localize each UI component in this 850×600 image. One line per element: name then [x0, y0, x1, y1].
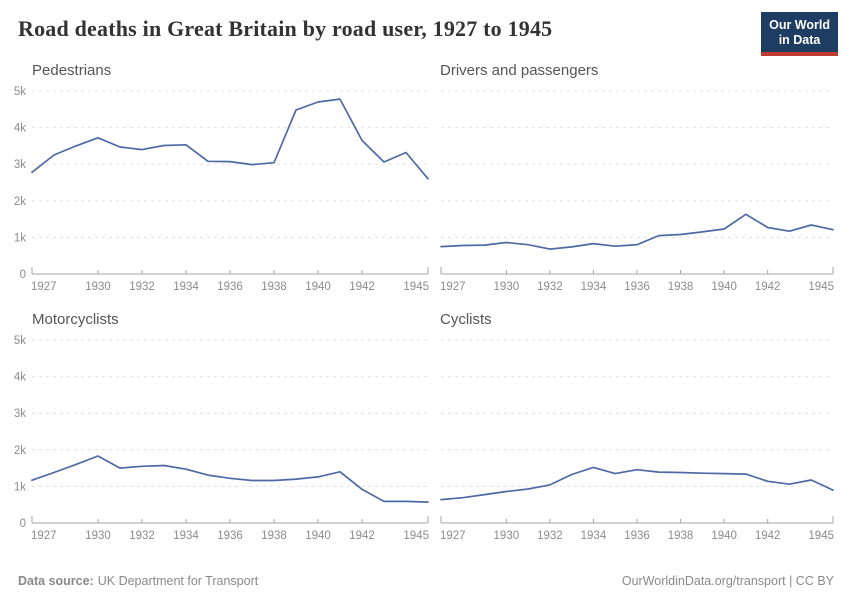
x-tick-label: 1942	[349, 530, 375, 542]
x-tick-label: 1938	[261, 281, 287, 293]
x-tick-label: 1930	[494, 281, 520, 293]
x-tick-label: 1932	[129, 281, 155, 293]
y-tick-label: 5k	[14, 86, 26, 98]
facet-title-drivers-passengers: Drivers and passengers	[440, 62, 599, 79]
drivers-passengers-line-chart[interactable]: 1927 1930 1932 1934 1936 1938 1940 1942 1945	[440, 83, 836, 301]
x-tick-label: 1932	[537, 530, 563, 542]
attribution-separator: |	[785, 574, 796, 588]
x-tick-label: 1932	[129, 530, 155, 542]
y-tick-label: 0	[20, 518, 26, 530]
chart-footer: Data source: UK Department for Transport …	[18, 574, 834, 588]
x-tick-label: 1930	[85, 530, 111, 542]
y-tick-label: 4k	[14, 372, 26, 384]
x-tick-label: 1942	[755, 281, 781, 293]
x-tick-label: 1938	[261, 530, 287, 542]
attribution: OurWorldinData.org/transport | CC BY	[622, 574, 834, 588]
y-tick-label: 0	[20, 269, 26, 281]
y-tick-label: 4k	[14, 123, 26, 135]
y-tick-label: 2k	[14, 196, 26, 208]
x-tick-label: 1940	[711, 281, 737, 293]
x-tick-label: 1927	[440, 530, 466, 542]
page-title: Road deaths in Great Britain by road use…	[18, 16, 553, 41]
y-tick-label: 2k	[14, 445, 26, 457]
y-tick-label: 3k	[14, 159, 26, 171]
data-source: Data source: UK Department for Transport	[18, 574, 258, 588]
pedestrians-line-chart[interactable]: 0 1k 2k 3k 4k 5k 1927 1930 1932 1934 1936 1938 1940 1…	[14, 83, 430, 301]
x-tick-label: 1930	[494, 530, 520, 542]
x-tick-label: 1940	[305, 281, 331, 293]
x-tick-label: 1930	[85, 281, 111, 293]
data-line	[440, 466, 834, 501]
cyclists-line-chart[interactable]: 1927 1930 1932 1934 1936 1938 1940 1942 1945	[440, 332, 836, 550]
x-tick-label: 1936	[624, 281, 650, 293]
owid-logo-line2: in Data	[778, 33, 821, 47]
x-tick-label: 1936	[217, 281, 243, 293]
x-tick-label: 1936	[624, 530, 650, 542]
data-line	[440, 213, 834, 250]
x-tick-label: 1938	[668, 530, 694, 542]
x-tick-label: 1945	[403, 281, 429, 293]
chart-header: Road deaths in Great Britain by road use…	[0, 0, 850, 56]
x-tick-label: 1936	[217, 530, 243, 542]
x-tick-label: 1942	[349, 281, 375, 293]
x-tick-label: 1934	[173, 530, 199, 542]
attribution-link[interactable]: OurWorldinData.org/transport	[621, 574, 786, 588]
x-tick-label: 1927	[31, 530, 57, 542]
x-tick-label: 1938	[668, 281, 694, 293]
y-tick-label: 1k	[14, 232, 26, 244]
facet-drivers-passengers: Drivers and passengers 1927 1930 1932 1934 1…	[440, 62, 836, 301]
data-source-value: UK Department for Transport	[97, 574, 259, 588]
x-tick-label: 1934	[581, 530, 607, 542]
x-tick-label: 1940	[305, 530, 331, 542]
facet-pedestrians: Pedestrians 0 1k 2k 3k 4k 5k 1927 1930 1932 1934 1…	[14, 62, 430, 301]
x-tick-label: 1927	[31, 281, 57, 293]
x-tick-label: 1934	[173, 281, 199, 293]
motorcyclists-line-chart[interactable]: 0 1k 2k 3k 4k 5k 1927 1930 1932 1934 1936 1938 1940 1…	[14, 332, 430, 550]
x-tick-label: 1945	[808, 530, 834, 542]
owid-logo[interactable]: Our World in Data	[761, 12, 838, 56]
x-tick-label: 1927	[440, 281, 466, 293]
x-tick-label: 1942	[755, 530, 781, 542]
y-tick-label: 3k	[14, 408, 26, 420]
x-tick-label: 1945	[403, 530, 429, 542]
facet-title-motorcyclists: Motorcyclists	[32, 311, 119, 328]
facet-title-pedestrians: Pedestrians	[32, 62, 112, 79]
x-tick-label: 1934	[581, 281, 607, 293]
owid-logo-line1: Our World	[769, 18, 830, 32]
facet-motorcyclists: Motorcyclists 0 1k 2k 3k 4k 5k 1927 1930 1932 193…	[14, 311, 430, 550]
x-tick-label: 1945	[808, 281, 834, 293]
facet-cyclists: Cyclists 1927 1930 1932 1934 1936 1938 1940 194…	[440, 311, 836, 550]
y-tick-label: 5k	[14, 335, 26, 347]
data-line	[31, 98, 429, 180]
facet-grid: Pedestrians 0 1k 2k 3k 4k 5k 1927 1930 1932 1934 1…	[14, 62, 850, 550]
x-tick-label: 1932	[537, 281, 563, 293]
y-tick-label: 1k	[14, 481, 26, 493]
attribution-license[interactable]: CC BY	[795, 574, 834, 588]
facet-title-cyclists: Cyclists	[440, 311, 492, 328]
data-source-label: Data source:	[18, 574, 94, 588]
data-line	[31, 455, 429, 503]
x-tick-label: 1940	[711, 530, 737, 542]
